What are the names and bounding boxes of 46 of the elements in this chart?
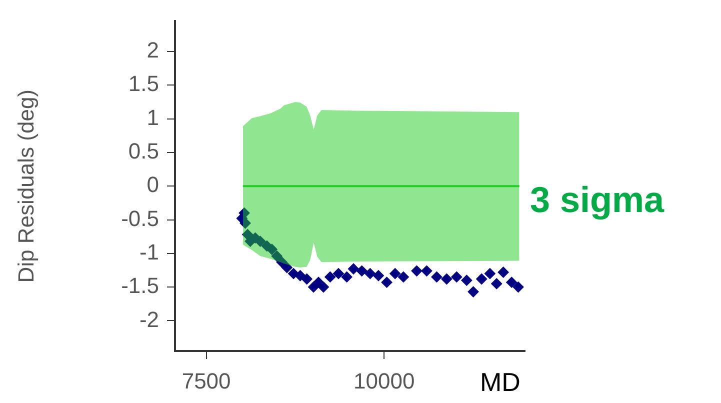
point (381, 276, 392, 288)
point (266, 244, 278, 255)
y-tick-label: -2 (139, 306, 159, 332)
x-tick-label: 7500 (182, 368, 231, 394)
point (421, 265, 432, 276)
point (356, 265, 368, 276)
point (271, 250, 282, 262)
y-tick-label: 1.5 (128, 71, 159, 96)
text: 3 sigma (530, 179, 666, 220)
point (468, 286, 479, 298)
y-tick-label: -0.5 (121, 206, 159, 231)
point (348, 263, 359, 274)
point (476, 273, 488, 284)
point (301, 273, 312, 284)
y-axis-title: Dip Residuals (deg) (13, 90, 38, 283)
point (332, 268, 344, 280)
point (512, 282, 524, 293)
point (498, 266, 509, 278)
y-tick-label: -1.5 (121, 273, 159, 298)
point (341, 271, 352, 282)
point (411, 265, 422, 276)
x-tick-label: 10000 (354, 368, 415, 394)
x-axis-title: MD (480, 367, 520, 397)
point (240, 218, 251, 229)
y-tick-label: -1 (139, 239, 159, 264)
point (491, 278, 502, 290)
point (390, 268, 401, 280)
point (506, 276, 518, 288)
point (364, 268, 376, 280)
point (318, 282, 329, 293)
point (372, 270, 384, 282)
y-tick-label: 0.5 (128, 138, 159, 164)
y-tick-label: 2 (146, 38, 159, 63)
point (281, 262, 292, 274)
point (461, 274, 472, 286)
point (324, 271, 336, 282)
point (431, 271, 442, 282)
point (254, 236, 266, 247)
point (441, 273, 452, 284)
point (451, 271, 462, 282)
point (294, 270, 306, 282)
point (484, 268, 496, 280)
y-tick-label: 1 (146, 104, 159, 130)
y-tick-label: 0 (146, 172, 159, 198)
point (276, 256, 288, 268)
point (398, 271, 409, 282)
